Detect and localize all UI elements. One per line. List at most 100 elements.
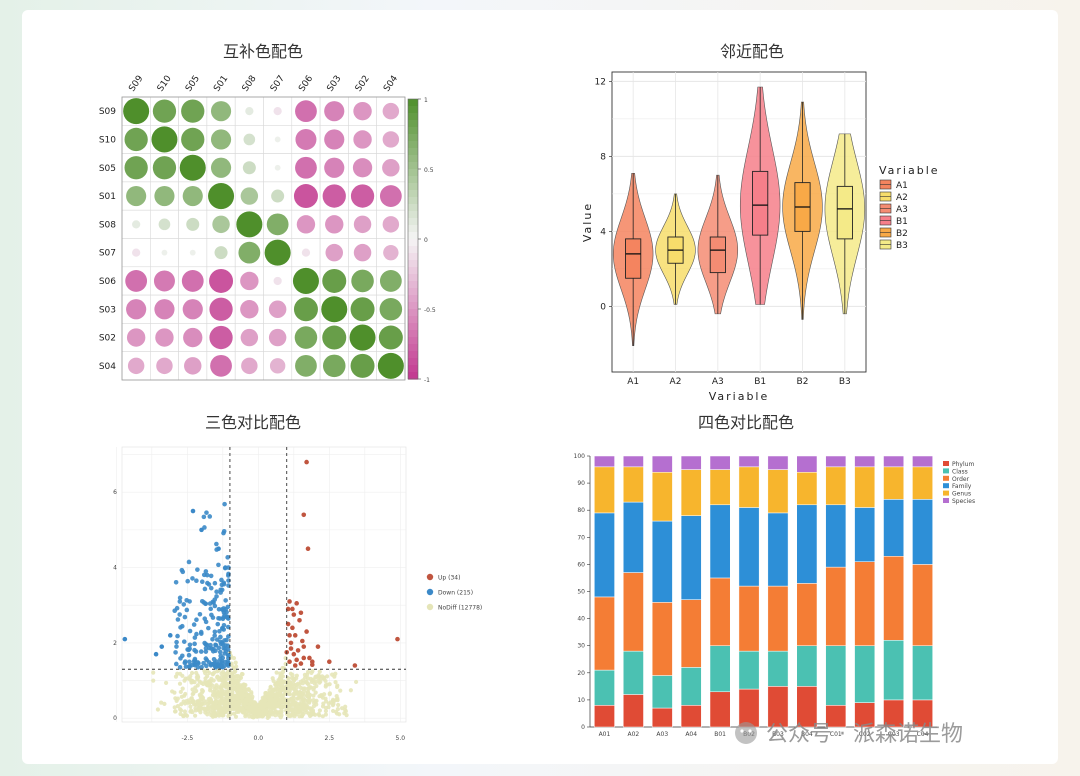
volcano-point-down — [194, 631, 199, 637]
volcano-point-down — [198, 629, 204, 635]
volcano-point-nodiff — [219, 671, 224, 676]
heatmap-dot — [126, 185, 147, 207]
stacked-bar-segment — [594, 512, 615, 598]
stacked-bar-segment — [651, 707, 673, 728]
volcano-point-up — [307, 655, 312, 661]
stacked-legend-label: Genus — [952, 491, 971, 498]
volcano-point-nodiff — [280, 669, 286, 675]
volcano-point-down — [177, 612, 182, 617]
stacked-x-tick-label: C01 — [830, 731, 842, 738]
volcano-point-nodiff — [231, 698, 236, 703]
heatmap-scale-step — [408, 183, 418, 191]
volcano-point-nodiff — [188, 704, 193, 709]
volcano-point-nodiff — [173, 709, 178, 714]
heatmap-dot — [296, 215, 316, 234]
volcano-point-nodiff — [254, 710, 259, 715]
volcano-point-nodiff — [224, 685, 229, 690]
volcano-point-down — [222, 663, 227, 669]
volcano-point-nodiff — [151, 678, 156, 683]
heatmap-scale-step — [408, 134, 418, 142]
volcano-point-nodiff — [317, 669, 322, 674]
heatmap-col-label: S07 — [269, 74, 287, 94]
volcano-point-down — [182, 660, 188, 666]
volcano-point-up — [292, 633, 298, 638]
volcano-point-nodiff — [203, 676, 208, 681]
heatmap-dot — [383, 244, 399, 261]
stacked-bar-segment — [825, 466, 847, 506]
volcano-point-nodiff — [195, 699, 200, 705]
heatmap-dot — [382, 159, 400, 177]
volcano-point-down — [175, 633, 180, 639]
volcano-point-nodiff — [325, 682, 330, 687]
volcano-point-down — [181, 639, 187, 644]
violin-x-axis-label: Variable — [709, 390, 770, 403]
heatmap-dot — [324, 101, 345, 122]
heatmap-title: 互补色配色 — [223, 42, 303, 61]
stacked-bar-segment — [912, 564, 933, 646]
volcano-point-nodiff — [178, 711, 183, 717]
volcano-point-nodiff — [312, 712, 318, 717]
heatmap-dot — [294, 326, 318, 349]
heatmap-scale-step — [408, 162, 418, 170]
heatmap-row-label: S04 — [99, 362, 116, 372]
volcano-point-nodiff — [179, 702, 184, 707]
volcano-point-down — [213, 642, 218, 648]
volcano-point-nodiff — [225, 669, 231, 674]
heatmap-dot — [273, 276, 282, 286]
heatmap-scale-step — [408, 330, 418, 338]
heatmap-dot — [210, 157, 232, 178]
stacked-bar-segment — [912, 455, 933, 468]
volcano-point-down — [172, 608, 178, 614]
volcano-point-nodiff — [205, 669, 210, 674]
volcano-point-down — [221, 581, 227, 587]
volcano-point-down — [174, 639, 179, 645]
volcano-y-tick-label: 4 — [113, 565, 117, 572]
volcano-point-nodiff — [266, 695, 271, 700]
volcano-point-down — [203, 619, 209, 625]
volcano-point-nodiff — [201, 681, 206, 687]
volcano-point-down — [214, 637, 220, 642]
volcano-point-nodiff — [228, 712, 233, 717]
volcano-point-up — [290, 625, 295, 631]
volcano-point-down — [199, 579, 205, 585]
stacked-bar-segment — [854, 466, 876, 508]
stacked-bar-segment — [767, 455, 789, 470]
volcano-point-nodiff — [189, 670, 195, 676]
heatmap-scale-step — [408, 274, 418, 282]
heatmap-col-label: S04 — [382, 74, 400, 94]
volcano-point-nodiff — [306, 686, 312, 691]
stacked-legend-label: Phylum — [952, 461, 974, 468]
volcano-point-down — [224, 614, 230, 619]
volcano-point-nodiff — [175, 671, 180, 676]
wechat-icon — [735, 722, 757, 744]
volcano-point-down — [216, 546, 221, 552]
volcano-point-nodiff — [276, 713, 282, 718]
heatmap-dot — [243, 133, 256, 146]
stacked-bar-segment — [709, 455, 731, 470]
volcano-point-nodiff — [233, 714, 239, 719]
stacked-y-tick-label: 10 — [577, 697, 585, 704]
volcano-point-nodiff — [201, 698, 206, 703]
violin-legend-label: B1 — [896, 217, 908, 227]
stacked-y-tick-label: 30 — [577, 643, 585, 650]
volcano-point-down — [192, 641, 197, 647]
volcano-point-up — [327, 659, 332, 665]
heatmap-scale-step — [408, 246, 418, 254]
heatmap-dot — [210, 101, 232, 122]
stacked-bar-segment — [680, 455, 702, 470]
volcano-point-nodiff — [323, 712, 328, 717]
volcano-point-down — [187, 628, 193, 634]
violin-legend-label: B3 — [896, 241, 908, 251]
stacked-y-tick-label: 50 — [577, 589, 585, 596]
stacked-bar-segment — [623, 466, 644, 503]
volcano-point-up — [304, 459, 309, 465]
volcano-legend-label: Down (215) — [438, 590, 473, 597]
volcano-point-nodiff — [175, 704, 181, 709]
volcano-point-nodiff — [210, 683, 215, 688]
heatmap-dot — [351, 269, 374, 293]
volcano-point-down — [179, 623, 185, 629]
heatmap-dot — [156, 357, 173, 375]
volcano-point-nodiff — [335, 706, 340, 712]
volcano-point-nodiff — [293, 706, 298, 711]
heatmap-scale-label: 0.5 — [424, 167, 434, 174]
